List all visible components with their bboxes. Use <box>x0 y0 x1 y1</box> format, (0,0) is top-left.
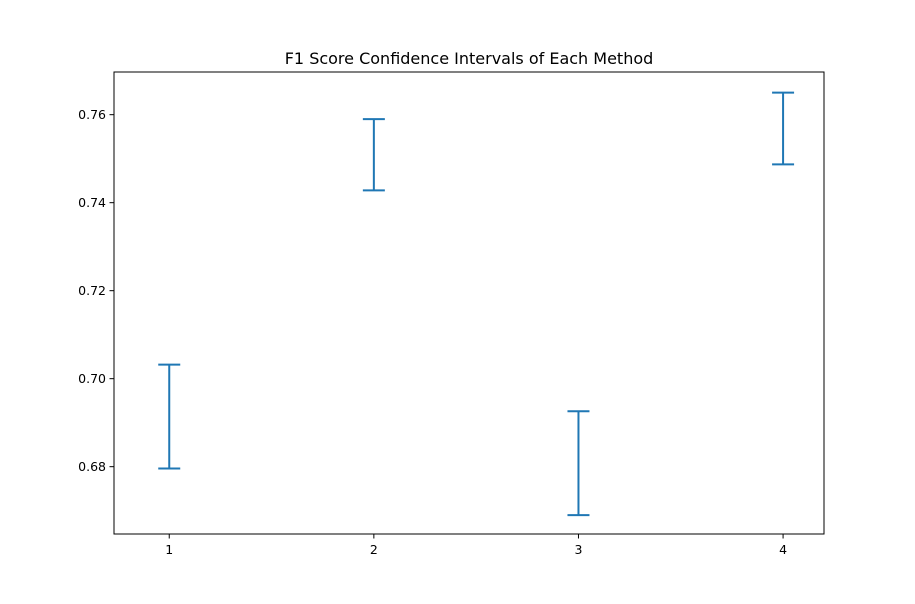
x-tick-label: 3 <box>574 542 582 557</box>
y-tick-label: 0.68 <box>78 459 106 474</box>
errorbar-4 <box>772 91 795 166</box>
x-tick-label: 2 <box>370 542 378 557</box>
y-tick-label: 0.72 <box>78 283 106 298</box>
plot-frame <box>113 71 825 535</box>
y-tick-label: 0.76 <box>78 107 106 122</box>
plot-marks <box>158 91 795 517</box>
y-tick-label: 0.70 <box>78 371 106 386</box>
axes: 1 2 3 4 0.68 0.70 0.72 0.74 0.76 <box>78 71 825 557</box>
errorbar-2 <box>362 118 385 192</box>
y-tick-label: 0.74 <box>78 195 106 210</box>
chart-title: F1 Score Confidence Intervals of Each Me… <box>285 49 654 68</box>
errorbar-3 <box>567 410 590 517</box>
x-tick-label: 1 <box>165 542 173 557</box>
x-tick-label: 4 <box>779 542 787 557</box>
errorbar-1 <box>158 363 181 470</box>
